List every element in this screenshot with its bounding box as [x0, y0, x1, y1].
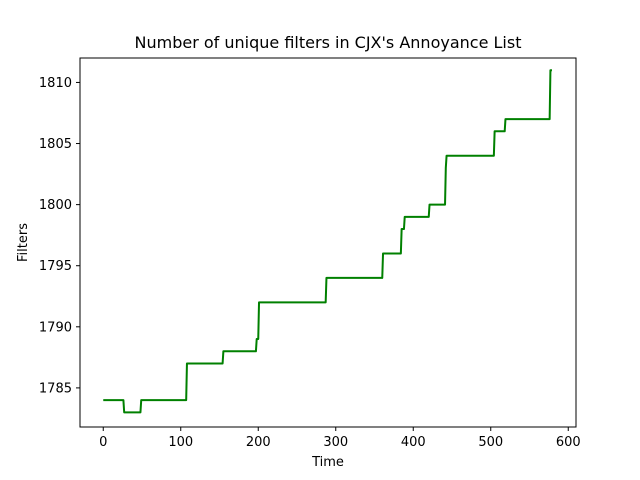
y-axis-label: Filters — [16, 223, 31, 262]
x-tick-label: 600 — [556, 435, 581, 450]
series-line-0 — [103, 69, 552, 414]
x-tick-label: 200 — [246, 435, 271, 450]
x-tick-label: 300 — [323, 435, 348, 450]
y-tick-label: 1785 — [39, 381, 72, 396]
x-tick-label: 100 — [168, 435, 193, 450]
y-tick-label: 1810 — [39, 76, 72, 91]
x-tick-label: 500 — [478, 435, 503, 450]
x-axis-label: Time — [311, 455, 344, 470]
x-tick-label: 0 — [99, 435, 107, 450]
axis-ticks: 0 100 200 300 400 500 600 1785 1790 1795 1800 1805 1… — [39, 76, 581, 450]
x-tick-label: 400 — [401, 435, 426, 450]
y-tick-label: 1790 — [39, 320, 72, 335]
y-tick-label: 1800 — [39, 198, 72, 213]
plot-area — [103, 69, 552, 414]
plot-frame — [79, 57, 577, 428]
y-tick-label: 1805 — [39, 137, 72, 152]
chart-title: Number of unique filters in CJX's Annoya… — [135, 33, 522, 52]
y-tick-label: 1795 — [39, 259, 72, 274]
